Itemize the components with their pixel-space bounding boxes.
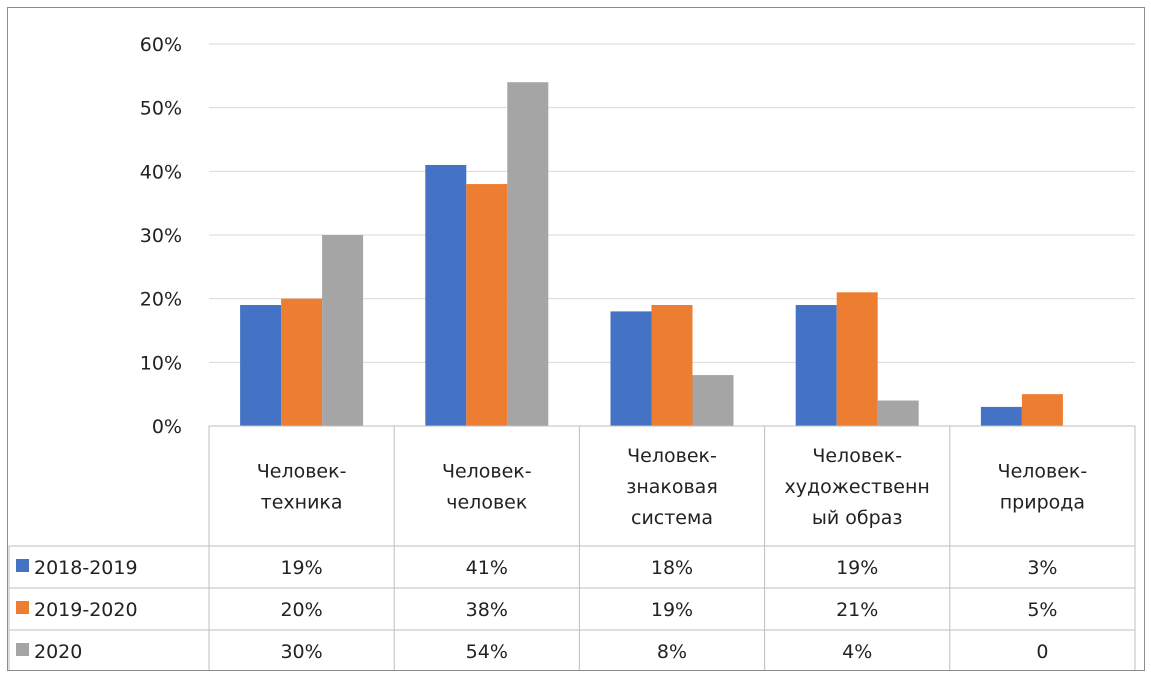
table-cell-value: 19% (651, 599, 693, 621)
y-tick-label: 40% (140, 161, 182, 183)
legend-key-2020 (16, 643, 29, 656)
legend-label: 2020 (34, 641, 82, 663)
category-label: Человек-художественн ый образ (785, 445, 930, 529)
legend-key-2018-2019 (16, 559, 29, 572)
chart-frame: 0% 10% 20% 30% 40% 50% 60% Человек-техника Чело… (7, 7, 1145, 671)
bar-2020-0 (322, 235, 364, 426)
legend-label: 2019-2020 (34, 599, 138, 621)
y-axis: 0% 10% 20% 30% 40% 50% 60% (140, 34, 182, 438)
table-cell-value: 19% (836, 557, 878, 579)
bar-2019-2020-3 (836, 292, 878, 426)
bar-2019-2020-4 (1021, 394, 1063, 426)
bar-2018-2019-1 (425, 164, 467, 426)
table-cell-value: 18% (651, 557, 693, 579)
table-cell-value: 4% (842, 641, 872, 663)
table-cell-value: 21% (836, 599, 878, 621)
bar-2018-2019-2 (610, 311, 652, 426)
y-tick-label: 60% (140, 34, 182, 56)
table-cell-value: 19% (280, 557, 322, 579)
y-tick-label: 0% (152, 416, 182, 438)
category-label: Человек-человек (442, 461, 532, 514)
y-tick-label: 50% (140, 98, 182, 120)
legend-key-2019-2020 (16, 601, 29, 614)
table-cell-value: 3% (1027, 557, 1057, 579)
table-cell-value: 20% (280, 599, 322, 621)
y-tick-label: 20% (140, 289, 182, 311)
table-cell-value: 8% (657, 641, 687, 663)
gridlines (209, 43, 1135, 363)
bar-2020-3 (877, 400, 919, 426)
bar-2019-2020-0 (281, 298, 323, 426)
y-tick-label: 10% (140, 352, 182, 374)
category-label: Человек-техника (257, 461, 347, 514)
bars (240, 82, 1063, 426)
category-label: Человек-природа (998, 461, 1088, 514)
bar-chart-with-data-table: 0%10%20%30%40%50%60% Человек-техникаЧело… (8, 34, 1136, 670)
data-table: Человек-техника Человек-человек Человек-зн… (8, 425, 1136, 670)
category-label: Человек-знаковая система (626, 445, 718, 529)
table-cell-value: 41% (466, 557, 508, 579)
table-cell-value: 30% (280, 641, 322, 663)
bar-2018-2019-0 (240, 305, 282, 426)
table-cell-value: 5% (1027, 599, 1057, 621)
table-cell-value: 54% (466, 641, 508, 663)
bar-2020-1 (507, 82, 549, 426)
bar-2018-2019-3 (795, 305, 837, 426)
table-cell-value: 38% (466, 599, 508, 621)
y-tick-label: 30% (140, 225, 182, 247)
table-cell-value: 0 (1036, 641, 1048, 663)
legend-label: 2018-2019 (34, 557, 138, 579)
bar-2019-2020-1 (466, 184, 508, 426)
bar-2020-2 (692, 375, 734, 426)
bar-2019-2020-2 (651, 305, 693, 426)
bar-2018-2019-4 (980, 406, 1022, 426)
